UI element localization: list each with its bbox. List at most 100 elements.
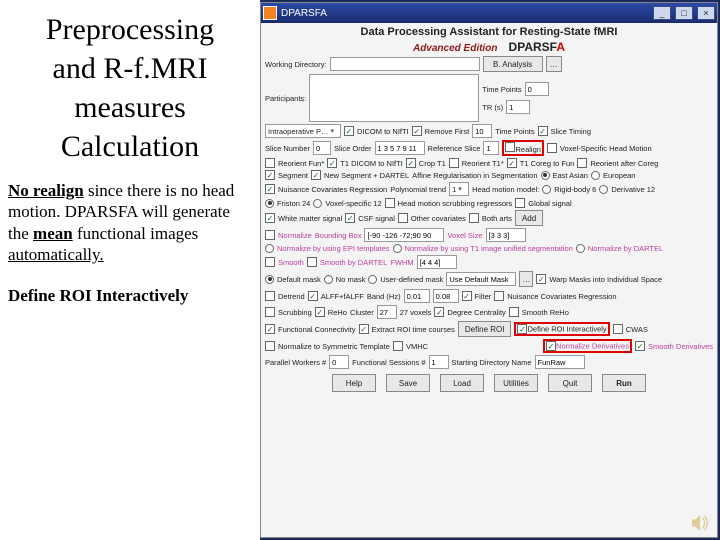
rigid6-radio[interactable] [542, 185, 551, 194]
browse-button[interactable]: … [546, 56, 562, 72]
realign-checkbox[interactable] [505, 142, 515, 152]
deriv12-radio[interactable] [599, 185, 608, 194]
smoothreho-checkbox[interactable] [509, 307, 519, 317]
vsm12-radio[interactable] [313, 199, 322, 208]
funcsess-label: Functional Sessions # [352, 358, 425, 367]
emph: automatically. [8, 245, 104, 264]
warp-checkbox[interactable]: ✓ [536, 274, 546, 284]
participants-label: Participants: [265, 94, 306, 103]
normalize-checkbox[interactable] [265, 230, 275, 240]
add-button[interactable]: Add [515, 210, 543, 226]
startdir-input[interactable] [535, 355, 585, 369]
tr-input[interactable] [506, 100, 530, 114]
cwas-checkbox[interactable] [613, 324, 623, 334]
maximize-button[interactable]: □ [675, 6, 693, 20]
band-high-input[interactable] [433, 289, 459, 303]
normsym-checkbox[interactable] [265, 341, 275, 351]
fc-label: Functional Connectivity [278, 325, 356, 334]
scrub-checkbox[interactable] [265, 307, 275, 317]
reorientt1-label: Reorient T1* [462, 159, 504, 168]
epi-radio[interactable] [265, 244, 274, 253]
app-header: Data Processing Assistant for Resting-St… [265, 26, 713, 38]
slicetiming-checkbox[interactable]: ✓ [538, 126, 548, 136]
bb-input[interactable] [364, 228, 444, 242]
normderiv-checkbox[interactable]: ✓ [546, 341, 556, 351]
usermask-radio[interactable] [368, 275, 377, 284]
run-button[interactable]: Run [602, 374, 646, 392]
nuis2-checkbox[interactable] [494, 291, 504, 301]
slicenum-input[interactable] [313, 141, 331, 155]
wm-label: White matter signal [278, 214, 342, 223]
nuisance-label: Nuisance Covariates Regression [278, 185, 387, 194]
dartel-radio[interactable] [576, 244, 585, 253]
t1dicom-checkbox[interactable]: ✓ [327, 158, 337, 168]
utilities-button[interactable]: Utilities [494, 374, 538, 392]
cluster-input[interactable] [377, 305, 397, 319]
band-label: Band (Hz) [367, 292, 401, 301]
template-dropdown[interactable]: Intraoperative P… [265, 124, 341, 138]
load-button[interactable]: Load [440, 374, 484, 392]
mask-browse-button[interactable]: … [519, 271, 533, 287]
slicetiming-label: Slice Timing [551, 127, 591, 136]
removefirst-input[interactable] [472, 124, 492, 138]
t1seg-radio[interactable] [393, 244, 402, 253]
refslice-input[interactable] [483, 141, 499, 155]
nomask-radio[interactable] [324, 275, 333, 284]
euro-radio[interactable] [591, 171, 600, 180]
friston24-radio[interactable] [265, 199, 274, 208]
nuisance-checkbox[interactable]: ✓ [265, 184, 275, 194]
newseg-checkbox[interactable]: ✓ [311, 170, 321, 180]
band-low-input[interactable] [404, 289, 430, 303]
working-dir-input[interactable] [330, 57, 480, 71]
removefirst-checkbox[interactable]: ✓ [412, 126, 422, 136]
smooth-dartel-checkbox[interactable] [307, 257, 317, 267]
reho-checkbox[interactable]: ✓ [315, 307, 325, 317]
smooth-checkbox[interactable] [265, 257, 275, 267]
csf-checkbox[interactable]: ✓ [345, 213, 355, 223]
cropt1-checkbox[interactable]: ✓ [406, 158, 416, 168]
global-checkbox[interactable] [515, 198, 525, 208]
help-button[interactable]: Help [332, 374, 376, 392]
botharts-checkbox[interactable] [469, 213, 479, 223]
parallel-input[interactable] [329, 355, 349, 369]
east-radio[interactable] [541, 171, 550, 180]
scrubreg-checkbox[interactable] [385, 198, 395, 208]
segment-checkbox[interactable]: ✓ [265, 170, 275, 180]
defineroi-checkbox[interactable]: ✓ [517, 324, 527, 334]
poly-dropdown[interactable]: 1 [449, 182, 469, 196]
reorientcoreg-checkbox[interactable] [577, 158, 587, 168]
reorientt1-checkbox[interactable] [449, 158, 459, 168]
window-titlebar[interactable]: DPARSFA _ □ × [261, 3, 717, 23]
extract-checkbox[interactable]: ✓ [359, 324, 369, 334]
fwhm-input[interactable] [417, 255, 457, 269]
vmhc-checkbox[interactable] [393, 341, 403, 351]
fc-checkbox[interactable]: ✓ [265, 324, 275, 334]
dicom2nii-checkbox[interactable]: ✓ [344, 126, 354, 136]
voxelmotion-checkbox[interactable] [547, 143, 557, 153]
normalize-label: Normalize [278, 231, 312, 240]
othercov-checkbox[interactable] [398, 213, 408, 223]
maskpath-input[interactable] [446, 272, 516, 286]
defmask-radio[interactable] [265, 275, 274, 284]
slicenum-label: Slice Number [265, 144, 310, 153]
reorientfun-checkbox[interactable] [265, 158, 275, 168]
t1coreg-checkbox[interactable]: ✓ [507, 158, 517, 168]
filter-checkbox[interactable]: ✓ [462, 291, 472, 301]
sliceorder-input[interactable] [375, 141, 425, 155]
close-button[interactable]: × [697, 6, 715, 20]
alff-checkbox[interactable]: ✓ [308, 291, 318, 301]
edition-label: Advanced Edition [413, 43, 497, 54]
vox-input[interactable] [486, 228, 526, 242]
dc-checkbox[interactable]: ✓ [434, 307, 444, 317]
defineroi-button[interactable]: Define ROI [458, 321, 512, 337]
b-analysis-button[interactable]: B. Analysis [483, 56, 543, 72]
quit-button[interactable]: Quit [548, 374, 592, 392]
participants-listbox[interactable] [309, 74, 479, 122]
smoothderiv-checkbox[interactable]: ✓ [635, 341, 645, 351]
funcsess-input[interactable] [429, 355, 449, 369]
timepoints-input[interactable] [525, 82, 549, 96]
wm-checkbox[interactable]: ✓ [265, 213, 275, 223]
detrend-checkbox[interactable] [265, 291, 275, 301]
save-button[interactable]: Save [386, 374, 430, 392]
minimize-button[interactable]: _ [653, 6, 671, 20]
